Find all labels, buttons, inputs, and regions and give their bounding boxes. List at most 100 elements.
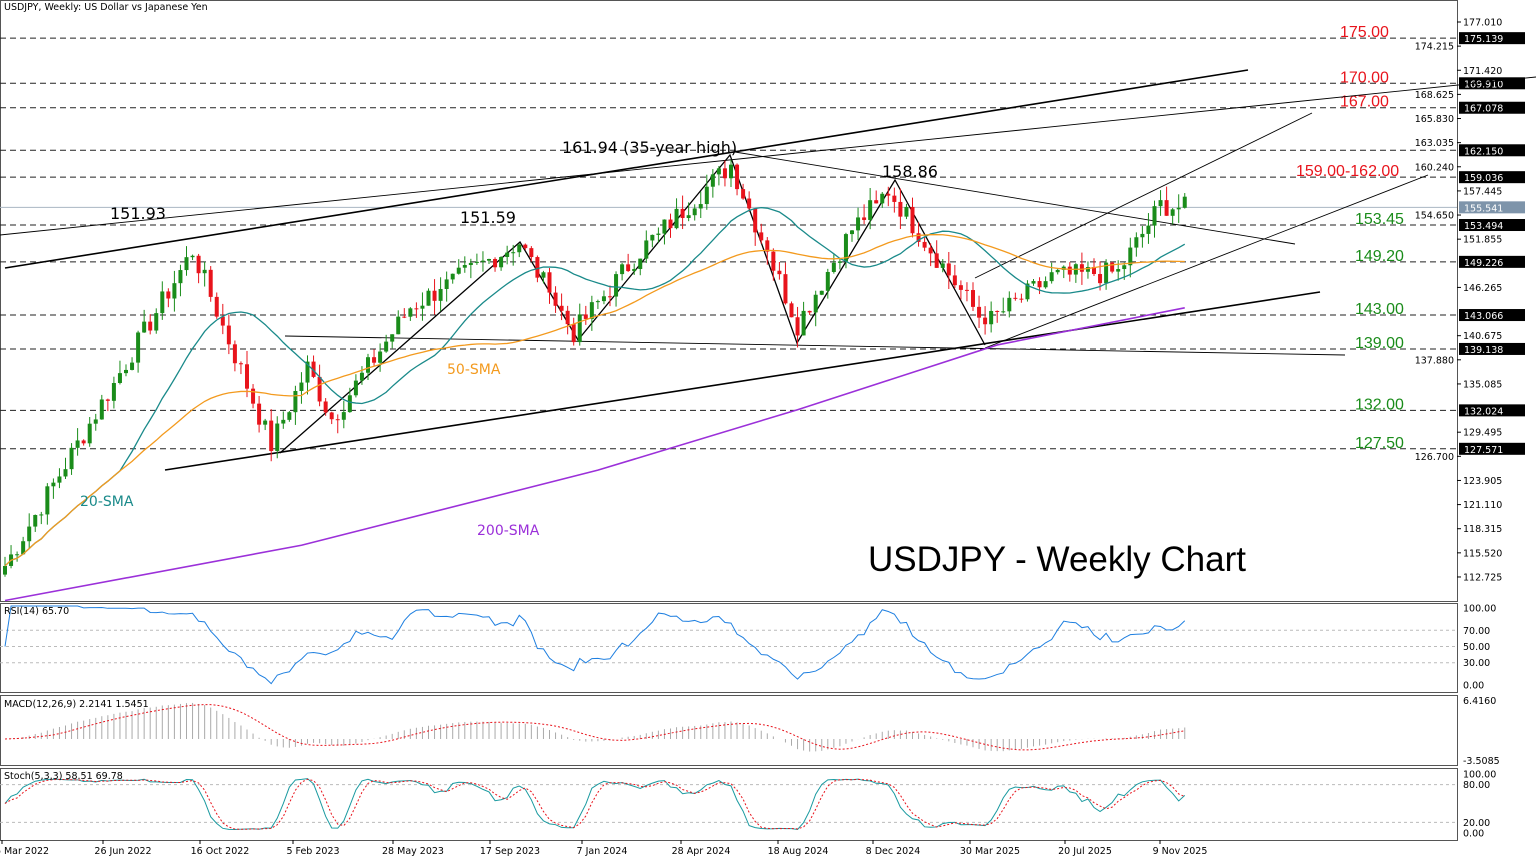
candle-body (1049, 272, 1054, 282)
candle-body (989, 310, 994, 325)
level-annotation: 143.00 (1355, 301, 1404, 318)
candle-body (426, 290, 431, 306)
candle-body (142, 321, 147, 333)
stoch-k-line (4, 778, 1186, 830)
rsi-tick-label: 0.00 (1463, 681, 1484, 692)
candle-body (632, 268, 637, 272)
candle-body (166, 291, 171, 299)
level-annotation: 175.00 (1340, 24, 1389, 41)
candle-body (414, 308, 419, 310)
date-tick-label: 30 Mar 2025 (960, 846, 1020, 857)
candle-body (480, 260, 485, 262)
level-price-badge (1459, 219, 1525, 232)
candle-body (904, 206, 909, 217)
date-tick-label: 8 Dec 2024 (866, 846, 921, 857)
candle-body (771, 251, 776, 271)
candle-body (136, 332, 141, 363)
price-tick-label: 165.830 (1415, 114, 1454, 125)
sma20-label: 20-SMA (80, 494, 134, 510)
candle-body (547, 272, 552, 293)
candle-body (1043, 281, 1048, 288)
macd-tick-label: -3.5085 (1463, 756, 1500, 767)
candle-body (553, 292, 558, 306)
candle-body (801, 310, 806, 336)
level-price-label: 143.066 (1464, 311, 1503, 322)
candle-body (753, 208, 758, 233)
candle-body (51, 482, 56, 487)
candle-body (438, 288, 443, 301)
level-price-badge (1459, 342, 1525, 355)
date-tick-label: 5 Feb 2023 (286, 846, 339, 857)
candle-body (317, 376, 322, 402)
candle-body (656, 233, 661, 235)
candle-body (341, 412, 346, 420)
candle-body (831, 262, 836, 272)
candle-body (850, 230, 854, 235)
candle-body (668, 219, 673, 229)
candle-body (1116, 269, 1121, 272)
candle-body (172, 283, 177, 299)
candle-body (1176, 207, 1181, 210)
candle-body (214, 296, 219, 317)
candle-body (759, 232, 764, 241)
candle-body (432, 290, 437, 301)
trendline (0, 76, 1536, 236)
candle-body (39, 514, 44, 516)
trendline (984, 174, 1429, 349)
chart-header: USDJPY, Weekly: US Dollar vs Japanese Ye… (4, 2, 208, 13)
candle-body (843, 234, 848, 262)
candle-body (293, 390, 298, 413)
candle-body (220, 316, 225, 326)
candle-body (402, 316, 407, 318)
candle-body (281, 419, 286, 424)
candle-body (686, 215, 691, 219)
current-price-badge (1459, 201, 1525, 214)
price-tick-label: 118.315 (1463, 524, 1502, 535)
candle-body (1110, 262, 1115, 272)
level-price-label: 162.150 (1464, 146, 1503, 157)
candle-body (468, 262, 473, 266)
price-tick-label: 177.010 (1463, 18, 1502, 29)
candle-body (928, 247, 933, 254)
rsi-tick-label: 70.00 (1463, 626, 1490, 637)
candle-body (408, 308, 413, 317)
rsi-tick-label: 100.00 (1463, 604, 1496, 615)
macd-tick-label: 6.4160 (1463, 696, 1496, 707)
candle-body (15, 554, 20, 556)
macd-label: MACD(12,26,9) 2.2141 1.5451 (4, 699, 149, 710)
rsi-line (4, 605, 1186, 685)
candle-body (493, 258, 498, 268)
candle-body (825, 271, 830, 291)
price-tick-label: 157.445 (1463, 186, 1502, 197)
candle-body (117, 373, 122, 384)
candle-body (1152, 206, 1157, 226)
candle-body (868, 200, 873, 220)
date-tick-label: 18 Aug 2024 (768, 846, 829, 857)
level-price-label: 132.024 (1464, 406, 1503, 417)
price-tick-label: 129.495 (1463, 428, 1502, 439)
candle-body (1092, 267, 1096, 275)
candle-body (245, 364, 249, 389)
candle-body (444, 279, 449, 289)
candle-body (559, 305, 564, 311)
candle-body (716, 168, 721, 175)
candle-body (505, 252, 510, 257)
macd-signal-line (4, 704, 1185, 751)
date-tick-label: 28 May 2023 (382, 846, 444, 857)
main-pane-frame (0, 0, 1458, 602)
date-tick-label: 20 Jul 2025 (1058, 846, 1112, 857)
chart-title: USDJPY - Weekly Chart (868, 540, 1246, 579)
candle-body (130, 362, 135, 370)
candle-body (499, 256, 504, 268)
stoch-tick-label: 80.00 (1463, 780, 1490, 791)
candle-body (680, 208, 685, 219)
level-annotation: 149.20 (1355, 248, 1404, 265)
candle-body (517, 244, 522, 253)
stoch-label: Stoch(5,3,3) 58.51 69.78 (4, 771, 123, 782)
trendline (734, 151, 1296, 245)
date-tick-label: 16 Oct 2022 (191, 846, 250, 857)
candle-body (1182, 196, 1187, 208)
sma200-line (4, 307, 1185, 602)
candle-body (27, 526, 32, 542)
